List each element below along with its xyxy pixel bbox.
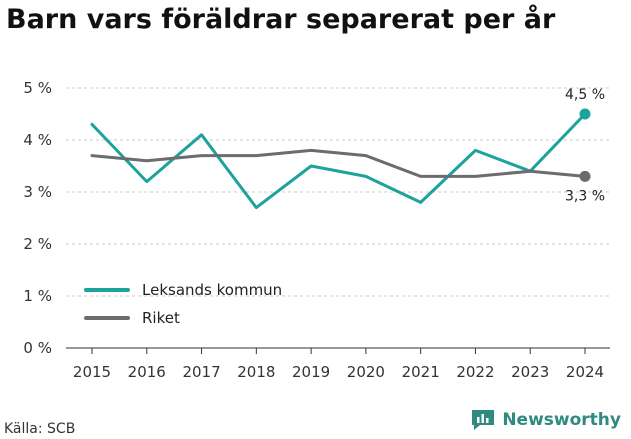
brand-name: Newsworthy (502, 410, 621, 430)
y-tick-label: 1 % (23, 287, 52, 305)
grid (66, 87, 610, 349)
x-tick-label: 2016 (128, 363, 166, 381)
y-tick-label: 2 % (23, 235, 52, 253)
x-tick-label: 2020 (347, 363, 385, 381)
y-axis: 0 % 1 % 2 % 3 % 4 % 5 % (23, 79, 52, 357)
x-tick-label: 2023 (511, 363, 549, 381)
series-end-point-0 (579, 108, 591, 120)
brand-logo[interactable]: Newsworthy (470, 408, 621, 432)
y-tick-label: 0 % (23, 339, 52, 357)
series-end-point-1 (579, 170, 591, 182)
y-tick-label: 3 % (23, 183, 52, 201)
x-tick-label: 2024 (566, 363, 604, 381)
newsworthy-logo-icon (472, 410, 495, 430)
x-tick-label: 2015 (73, 363, 111, 381)
source-note: Källa: SCB (4, 421, 76, 437)
series-end-label-1: 3,3 % (565, 188, 605, 204)
x-tick-label: 2019 (292, 363, 330, 381)
series-line-0 (90, 112, 587, 210)
legend-label-1: Riket (142, 309, 180, 327)
legend: Leksands kommun Riket (84, 281, 282, 327)
y-tick-label: 4 % (23, 131, 52, 149)
series-end-label-0: 4,5 % (565, 87, 605, 103)
series-line-1 (90, 148, 587, 178)
x-tick-label: 2017 (182, 363, 220, 381)
x-tick-label: 2018 (237, 363, 275, 381)
y-tick-label: 5 % (23, 79, 52, 97)
x-tick-label: 2021 (402, 363, 440, 381)
series-lines: 4,5 % 3,3 % (90, 87, 605, 210)
x-axis: 2015 2016 2017 2018 2019 2020 2021 2022 2023 2024 (73, 348, 604, 381)
chart-title: Barn vars föräldrar separerat per år (6, 4, 556, 35)
legend-label-0: Leksands kommun (142, 281, 282, 299)
x-tick-label: 2022 (456, 363, 494, 381)
